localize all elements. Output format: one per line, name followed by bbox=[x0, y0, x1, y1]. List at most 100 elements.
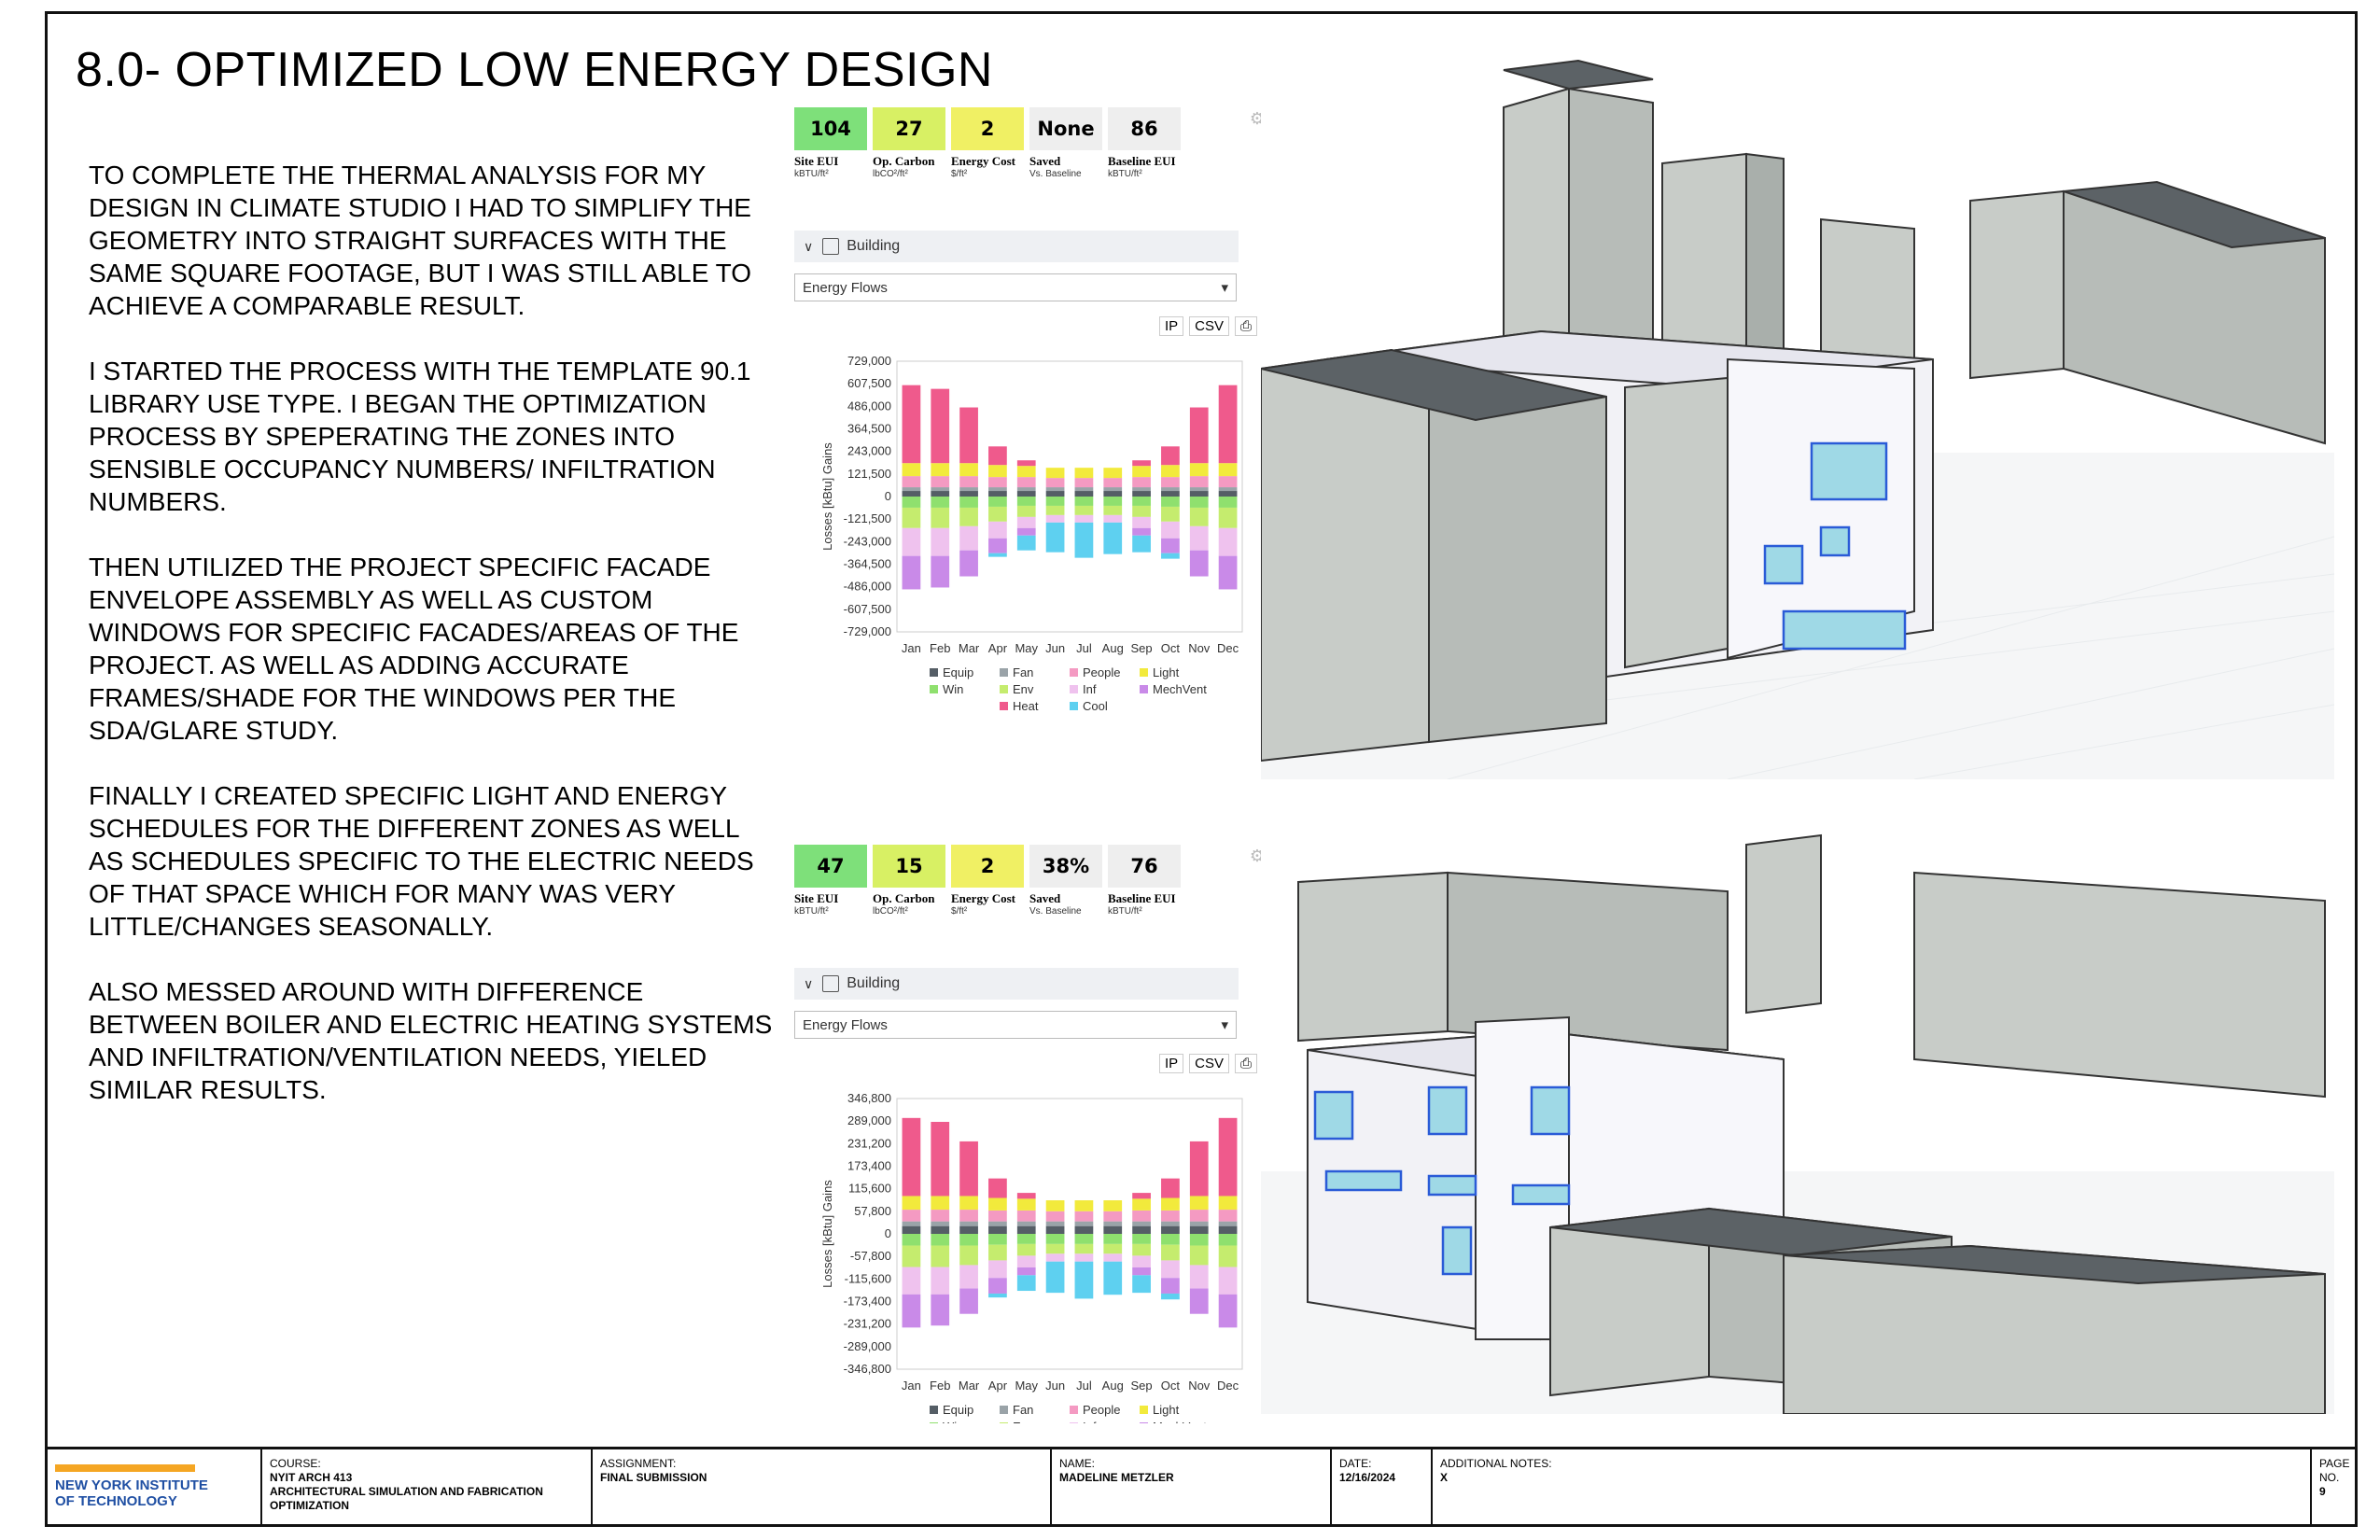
bar-segment-win bbox=[1218, 497, 1238, 508]
bar-segment-env bbox=[988, 506, 1007, 522]
legend-swatch bbox=[1070, 1422, 1078, 1423]
cube-icon bbox=[822, 238, 840, 255]
print-icon[interactable]: ⎙ bbox=[1234, 316, 1257, 336]
bar-segment-fan bbox=[1189, 487, 1209, 492]
energy-flows-dropdown[interactable]: Energy Flows ▾ bbox=[794, 1011, 1237, 1039]
bar-segment-heat bbox=[959, 407, 978, 464]
bar-segment-light bbox=[1103, 468, 1123, 479]
legend-swatch bbox=[1000, 685, 1008, 693]
bar-segment-heat bbox=[1016, 1193, 1036, 1199]
bar-segment-people bbox=[1132, 1210, 1151, 1222]
y-tick-label: 0 bbox=[885, 489, 891, 503]
model-viewport-optimized[interactable] bbox=[1261, 817, 2334, 1414]
ip-button[interactable]: IP bbox=[1158, 316, 1184, 336]
y-tick-label: 486,000 bbox=[847, 399, 891, 413]
bar-segment-fan bbox=[902, 487, 921, 492]
bar-segment-equip bbox=[1103, 1225, 1123, 1234]
y-tick-label: -57,800 bbox=[850, 1249, 891, 1263]
bar-segment-equip bbox=[1161, 1225, 1180, 1234]
bar-segment-mechvent bbox=[1132, 527, 1151, 536]
bar-segment-mechvent bbox=[1132, 1267, 1151, 1276]
bar-segment-fan bbox=[959, 487, 978, 492]
x-tick-label: Oct bbox=[1161, 641, 1181, 655]
bar-segment-equip bbox=[1103, 491, 1123, 497]
paragraph: THEN UTILIZED THE PROJECT SPECIFIC FACAD… bbox=[89, 553, 739, 745]
name-cell: NAME: MADELINE METZLER bbox=[1052, 1449, 1332, 1524]
y-tick-label: -173,400 bbox=[844, 1295, 891, 1309]
kpi-energy-cost: 2 Energy Cost $/ft² bbox=[951, 845, 1024, 917]
bar-segment-win bbox=[902, 497, 921, 508]
bar-segment-env bbox=[1074, 505, 1094, 515]
x-tick-label: Jul bbox=[1076, 641, 1092, 655]
bar-segment-heat bbox=[1016, 460, 1036, 467]
bar-segment-inf bbox=[1189, 1265, 1209, 1289]
print-icon[interactable]: ⎙ bbox=[1234, 1054, 1257, 1073]
energy-flows-dropdown[interactable]: Energy Flows ▾ bbox=[794, 273, 1237, 301]
legend-label: Fan bbox=[1013, 1403, 1033, 1417]
bar-segment-light bbox=[1132, 466, 1151, 478]
csv-button[interactable]: CSV bbox=[1189, 316, 1229, 336]
bar-segment-light bbox=[1016, 466, 1036, 478]
field-label: NO. bbox=[2319, 1471, 2340, 1484]
bar-segment-heat bbox=[931, 388, 950, 464]
legend-swatch bbox=[930, 1422, 938, 1423]
kpi-unit: kBTU/ft² bbox=[794, 906, 829, 917]
chart-tools: IP CSV ⎙ bbox=[1158, 316, 1257, 336]
bar-segment-inf bbox=[1103, 514, 1123, 523]
bar-segment-people bbox=[931, 476, 950, 488]
y-tick-label: 364,500 bbox=[847, 422, 891, 436]
kpi-baseline-eui: 76 Baseline EUI kBTU/ft² bbox=[1108, 845, 1181, 917]
legend-swatch bbox=[930, 668, 938, 677]
y-tick-label: -115,600 bbox=[845, 1271, 891, 1285]
bar-segment-win bbox=[1132, 497, 1151, 506]
bar-segment-equip bbox=[902, 1225, 921, 1234]
bar-segment-inf bbox=[1074, 1253, 1094, 1262]
bar-segment-cool bbox=[1016, 535, 1036, 551]
bar-segment-win bbox=[959, 1234, 978, 1246]
bar-segment-inf bbox=[959, 1265, 978, 1289]
bar-segment-inf bbox=[1132, 516, 1151, 528]
bar-segment-equip bbox=[1045, 1225, 1065, 1234]
x-tick-label: Mar bbox=[959, 1379, 980, 1393]
bar-segment-people bbox=[1103, 1211, 1123, 1222]
kpi-unit: $/ft² bbox=[951, 906, 968, 917]
bar-segment-people bbox=[902, 476, 921, 488]
csv-button[interactable]: CSV bbox=[1189, 1054, 1229, 1073]
y-tick-label: -121,500 bbox=[844, 511, 891, 525]
bar-segment-inf bbox=[931, 527, 950, 556]
bar-segment-people bbox=[959, 476, 978, 488]
chevron-down-icon: ∨ bbox=[804, 238, 814, 254]
bar-segment-equip bbox=[1218, 491, 1238, 497]
notes-value: X bbox=[1440, 1471, 1449, 1484]
y-tick-label: 231,200 bbox=[847, 1136, 891, 1150]
kpi-site-eui: 104 Site EUI kBTU/ft² bbox=[794, 107, 867, 179]
x-tick-label: Oct bbox=[1161, 1379, 1181, 1393]
bar-segment-win bbox=[1045, 1234, 1065, 1244]
bar-segment-inf bbox=[1161, 521, 1180, 539]
kpi-value: 76 bbox=[1108, 845, 1181, 888]
kpi-baseline-eui: 86 Baseline EUI kBTU/ft² bbox=[1108, 107, 1181, 179]
x-tick-label: Sep bbox=[1131, 641, 1153, 655]
bar-segment-people bbox=[1161, 477, 1180, 488]
kpi-label: Op. Carbon bbox=[873, 154, 935, 168]
bar-segment-fan bbox=[1218, 1221, 1238, 1226]
bar-segment-mechvent bbox=[1161, 1278, 1180, 1294]
bar-segment-cool bbox=[1103, 522, 1123, 554]
building-section-header[interactable]: ∨ Building bbox=[794, 231, 1239, 262]
bar-segment-cool bbox=[1161, 1293, 1180, 1300]
model-viewport-baseline[interactable] bbox=[1261, 51, 2334, 779]
bar-segment-env bbox=[1218, 507, 1238, 528]
kpi-saved: 38% Saved Vs. Baseline bbox=[1029, 845, 1102, 917]
y-tick-label: 607,500 bbox=[847, 376, 891, 390]
x-tick-label: Jun bbox=[1045, 1379, 1065, 1393]
bar-segment-fan bbox=[1103, 487, 1123, 492]
kpi-unit: kBTU/ft² bbox=[1108, 169, 1142, 179]
bar-segment-equip bbox=[1074, 1225, 1094, 1234]
legend-swatch bbox=[1140, 1422, 1148, 1423]
building-section-header[interactable]: ∨ Building bbox=[794, 968, 1239, 1000]
ip-button[interactable]: IP bbox=[1158, 1054, 1184, 1073]
field-label: NAME: bbox=[1059, 1457, 1096, 1470]
bar-segment-light bbox=[902, 1196, 921, 1211]
legend-label: Env bbox=[1013, 682, 1034, 696]
energy-flows-chart: 346,800 289,000 231,200 173,400 115,600 57,80… bbox=[820, 1091, 1243, 1423]
